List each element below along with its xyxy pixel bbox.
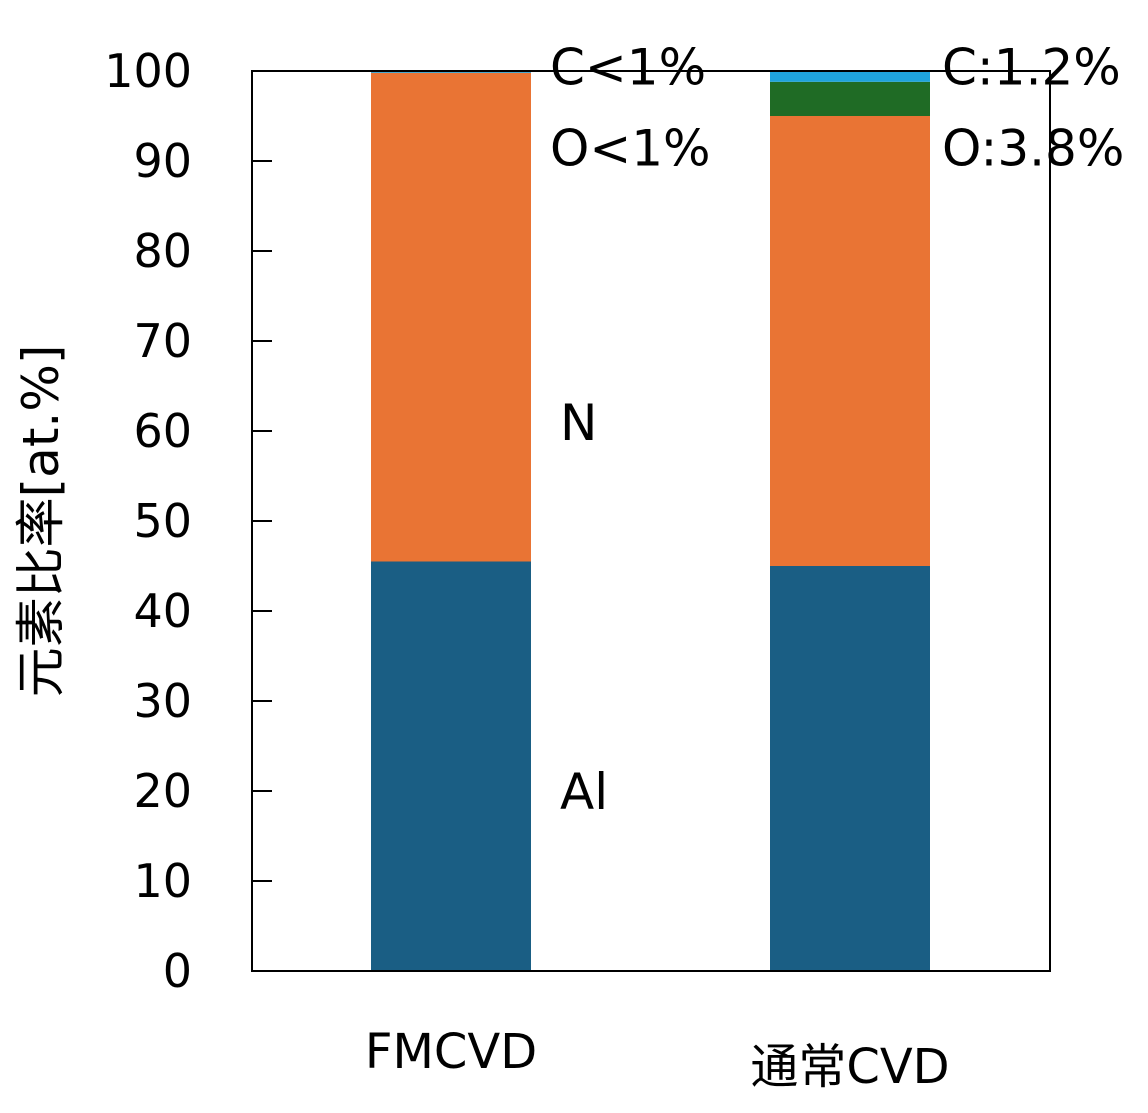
annotation-c-cvd: C:1.2% [942, 39, 1121, 97]
y-tick-label-100: 100 [104, 44, 192, 98]
annotation-o-cvd: O:3.8% [942, 120, 1124, 178]
bar-segment-n-conventional-cvd [770, 116, 930, 566]
y-tick-label-90: 90 [133, 134, 192, 188]
bar-segment-al-conventional-cvd [770, 566, 930, 971]
y-axis-title: 元素比率[at.%] [12, 345, 70, 698]
bar-segment-o-conventional-cvd [770, 81, 930, 116]
y-tick-label-60: 60 [133, 404, 192, 458]
x-category-label-conventional-cvd: 通常CVD [750, 1039, 949, 1095]
x-category-label-fmcvd: FMCVD [365, 1024, 537, 1080]
annotation-n: N [560, 394, 597, 452]
bar-segment-c-conventional-cvd [770, 71, 930, 82]
label-layer: C<1% O<1% C:1.2% O:3.8% N Al [550, 39, 1124, 822]
annotation-al: Al [560, 763, 608, 821]
annotation-o-fm: O<1% [550, 120, 711, 178]
y-tick-label-70: 70 [133, 314, 192, 368]
bar-segment-n-fmcvd [371, 72, 531, 562]
y-tick-label-20: 20 [133, 764, 192, 818]
bar-segment-al-fmcvd [371, 561, 531, 971]
y-tick-label-0: 0 [163, 944, 192, 998]
y-tick-label-10: 10 [133, 854, 192, 908]
annotation-c-fm: C<1% [550, 39, 706, 97]
y-tick-label-30: 30 [133, 674, 192, 728]
bars-layer [371, 71, 930, 971]
y-tick-label-40: 40 [133, 584, 192, 638]
y-tick-label-50: 50 [133, 494, 192, 548]
axis-layer: 0 10 20 30 40 50 60 70 80 90 100 FMCVD 通常CVD 元素比率[at.… [12, 44, 1051, 1095]
y-tick-label-80: 80 [133, 224, 192, 278]
